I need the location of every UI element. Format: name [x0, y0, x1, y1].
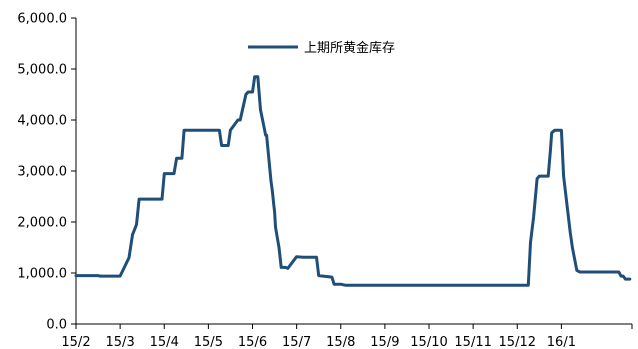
x-tick-label: 15/5 [194, 335, 223, 349]
series-line [74, 75, 632, 287]
x-tick-label: 16/1 [547, 335, 576, 349]
tick-labels: 0.0 1,000.0 2,000.0 3,000.0 4,000.0 5,000.0 6,… [17, 12, 576, 349]
x-tick-label: 15/10 [410, 335, 447, 349]
x-tick-label: 15/7 [282, 335, 311, 349]
y-tick-label: 1,000.0 [17, 267, 67, 282]
series-layer [74, 75, 632, 287]
y-tick-label: 0.0 [46, 318, 67, 333]
y-tick-label: 3,000.0 [17, 165, 67, 180]
y-tick-label: 2,000.0 [17, 216, 67, 231]
x-tick-label: 15/12 [499, 335, 536, 349]
x-tick-label: 15/4 [150, 335, 179, 349]
axes [71, 17, 633, 329]
x-tick-label: 15/11 [454, 335, 491, 349]
x-tick-label: 15/8 [326, 335, 355, 349]
y-tick-label: 6,000.0 [17, 12, 67, 27]
x-tick-label: 15/6 [238, 335, 267, 349]
legend-label: 上期所黄金库存 [304, 40, 395, 56]
x-tick-label: 15/9 [370, 335, 399, 349]
legend: 上期所黄金库存 [248, 40, 395, 56]
y-tick-label: 5,000.0 [17, 63, 67, 78]
x-tick-label: 15/2 [61, 335, 90, 349]
y-tick-label: 4,000.0 [17, 114, 67, 129]
x-tick-label: 15/3 [106, 335, 135, 349]
